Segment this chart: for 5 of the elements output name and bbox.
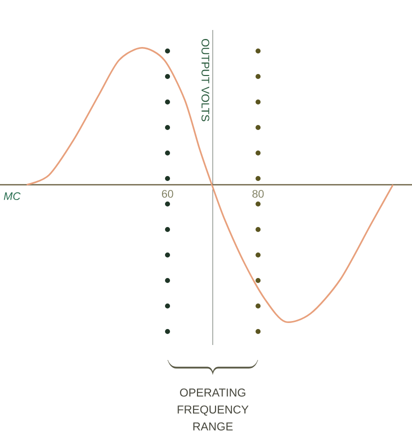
- y-axis-title: OUTPUT VOLTS: [202, 39, 210, 122]
- x-tick-label: 60: [162, 190, 174, 198]
- x-axis-title: MC: [4, 192, 21, 200]
- x-tick-label: 80: [252, 190, 264, 198]
- text: OPERATING FREQUENCY RANGE: [178, 388, 248, 430]
